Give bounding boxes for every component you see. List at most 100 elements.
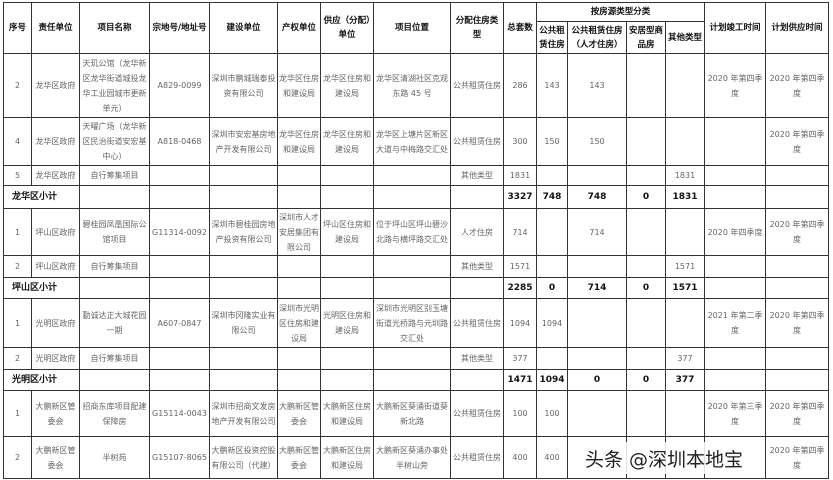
table-cell: 光明区住房和建设局: [320, 298, 374, 348]
subtotal-value: 0: [626, 369, 666, 391]
table-cell: [664, 117, 706, 166]
empty-cell: [209, 185, 278, 209]
table-cell: 377: [503, 347, 537, 370]
table-cell: 1: [3, 208, 32, 256]
table-cell: 1831: [664, 165, 706, 186]
table-cell: [536, 208, 568, 256]
table-header: 序号 责任单位 项目名称 宗地号/地址号 建设单位 产权单位 供应（分配）单位 …: [3, 2, 830, 54]
table-cell: 1094: [503, 298, 537, 348]
table-cell: [626, 255, 666, 278]
table-cell: 公共租赁住房: [450, 436, 504, 479]
table-cell: 377: [664, 347, 706, 370]
table-cell: 深圳市人才安居集团有限公司: [277, 208, 321, 256]
table-cell: 其他类型: [450, 347, 504, 370]
table-cell: 150: [567, 117, 627, 166]
table-cell: 1094: [536, 298, 568, 348]
table-cell: [209, 347, 278, 370]
subtotal-value: 1831: [664, 185, 706, 209]
subtotal-row: 坪山区小计 2285 0 714 0 1571: [3, 277, 830, 299]
table-cell: [149, 255, 210, 278]
empty-cell: [450, 369, 504, 391]
header-group: 按房源类型分类: [535, 2, 706, 22]
table-cell: [626, 53, 666, 118]
table-cell: 光明区政府: [31, 298, 80, 348]
table-row: 5 龙华区政府 自行筹集项目 其他类型 1831 1831: [3, 165, 830, 186]
table-cell: 公共租赁住房: [450, 117, 504, 166]
table-cell: [209, 255, 278, 278]
housing-supply-table: 序号 责任单位 项目名称 宗地号/地址号 建设单位 产权单位 供应（分配）单位 …: [3, 2, 830, 479]
table-cell: 大鹏新区管委会: [277, 390, 321, 437]
subtotal-value: 748: [567, 185, 627, 209]
header-location: 项目位置: [373, 2, 451, 54]
header-parcel: 宗地号/地址号: [149, 2, 210, 54]
header-unit: 责任单位: [31, 2, 80, 54]
table-cell: 2020 年第四季度: [704, 53, 767, 118]
table-cell: G11314-0092: [149, 208, 210, 256]
table-cell: [626, 208, 666, 256]
subtotal-value: 1094: [536, 369, 568, 391]
table-cell: 2: [3, 53, 32, 118]
table-cell: [149, 347, 210, 370]
table-cell: 其他类型: [450, 255, 504, 278]
empty-cell: [765, 369, 830, 391]
table-cell: [626, 298, 666, 348]
table-cell: 公共租赁住房: [450, 53, 504, 118]
subtotal-value: 748: [536, 185, 568, 209]
table-row: 1 坪山区政府 碧桂园凤凰国际公馆项目 G11314-0092 深圳市碧桂园房地产投资有…: [3, 208, 830, 256]
subtotal-value: 1571: [664, 277, 706, 299]
table-cell: 400: [503, 436, 537, 479]
empty-cell: [373, 185, 451, 209]
table-cell: 天曜广场（龙华新区民治街道安宏基中心）: [79, 117, 150, 166]
subtotal-label: 坪山区小计: [3, 277, 80, 299]
table-cell: [149, 165, 210, 186]
table-cell: [373, 165, 451, 186]
header-total: 总套数: [503, 2, 537, 54]
table-cell: [209, 165, 278, 186]
table-cell: 公共租赁住房: [450, 390, 504, 437]
header-finish: 计划竣工时间: [704, 2, 767, 54]
table-cell: [536, 347, 568, 370]
table-cell: 龙华区上塘片区新区大道与中梅路交汇处: [373, 117, 451, 166]
table-cell: 坪山区政府: [31, 255, 80, 278]
table-cell: 其他类型: [450, 165, 504, 186]
table-cell: 4: [3, 117, 32, 166]
table-cell: [277, 255, 321, 278]
table-row: 2 龙华区政府 天玑公馆（龙华新区龙华街道城投龙华工业园城市更新单元） A829-00…: [3, 53, 830, 118]
watermark: 头条 @深圳本地宝: [568, 442, 760, 474]
header-name: 项目名称: [79, 2, 150, 54]
subtotal-label: 光明区小计: [3, 369, 80, 391]
empty-cell: [765, 185, 830, 209]
table-cell: 2020 年第四季度: [765, 298, 830, 348]
table-cell: 143: [536, 53, 568, 118]
table-cell: [765, 255, 830, 278]
table-row: 2 光明区政府 自行筹集项目 其他类型 377 377: [3, 347, 830, 370]
table-cell: [567, 390, 627, 437]
header-no: 序号: [3, 2, 32, 54]
empty-cell: [209, 369, 278, 391]
table-cell: 深圳市冈隆实业有限公司: [209, 298, 278, 348]
subtotal-value: 0: [536, 277, 568, 299]
table-cell: 龙华区住房和建设局: [320, 53, 374, 118]
empty-cell: [704, 185, 767, 209]
table-cell: [626, 117, 666, 166]
header-owner: 产权单位: [277, 2, 321, 54]
table-cell: [536, 165, 568, 186]
table-cell: 深圳市碧桂园房地产投资有限公司: [209, 208, 278, 256]
table-cell: A829-0099: [149, 53, 210, 118]
table-cell: 大鹏新区葵涌街道葵新北路: [373, 390, 451, 437]
empty-cell: [704, 369, 767, 391]
table-cell: [277, 347, 321, 370]
empty-cell: [79, 369, 150, 391]
table-cell: 2020 年第三季度: [704, 390, 767, 437]
subtotal-value: 1471: [503, 369, 537, 391]
table-cell: 深圳市光明区别玉塘街道光桥路与元圳路交汇处: [373, 298, 451, 348]
table-cell: 2020 年第四季度: [765, 117, 830, 166]
table-cell: 公共租赁住房: [450, 298, 504, 348]
subtotal-value: 0: [626, 185, 666, 209]
header-other: 其他类型: [664, 21, 706, 54]
empty-cell: [373, 277, 451, 299]
table-cell: 400: [536, 436, 568, 479]
table-cell: 坪山区住房和建设局: [320, 208, 374, 256]
table-cell: [567, 255, 627, 278]
subtotal-label: 龙华区小计: [3, 185, 80, 209]
